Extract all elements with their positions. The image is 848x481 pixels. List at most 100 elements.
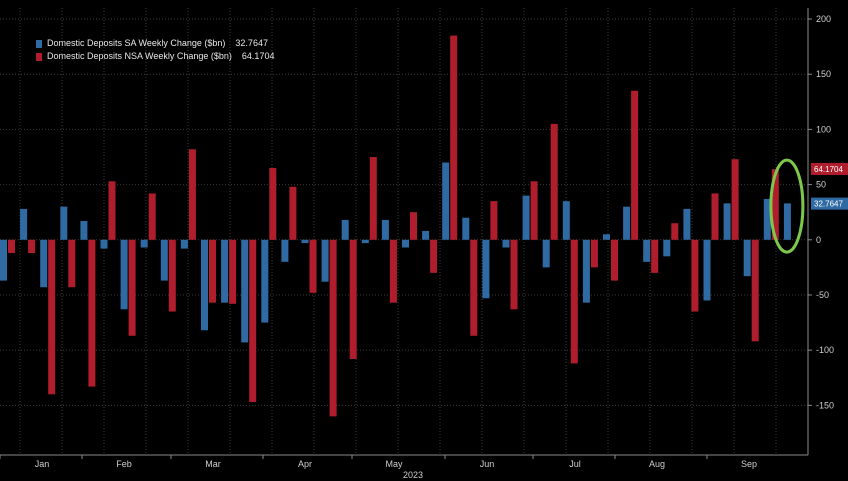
x-tick-label: Apr [298,459,312,469]
bar-sa [0,239,7,281]
bar-nsa [671,223,679,240]
bar-nsa [229,239,237,304]
legend-label-sa: Domestic Deposits SA Weekly Change ($bn) [47,38,226,48]
bar-nsa [168,239,176,312]
bar-sa [703,239,711,301]
bar-sa [783,203,791,240]
flag-sa-box [811,197,848,210]
bar-sa [361,239,369,244]
grid-layer [0,8,808,455]
x-tick-label: Aug [649,459,665,469]
legend-swatch-nsa [36,52,42,61]
x-tick-label: Jun [480,459,495,469]
bar-nsa [771,169,779,240]
bar-sa [663,239,671,257]
bar-sa [341,219,349,240]
bar-nsa [631,90,639,240]
bar-nsa [490,201,498,240]
bar-nsa [389,239,397,303]
bar-nsa [68,239,76,288]
bar-nsa [349,239,357,359]
y-tick-label: 0 [816,235,821,245]
bar-nsa [249,239,257,403]
bar-nsa [711,193,719,240]
bar-sa [763,198,771,240]
bar-sa [502,239,510,248]
bar-sa [743,239,751,277]
x-axis: Jan Feb Mar Apr May Jun Jul Aug Sep 2023 [0,454,808,480]
flag-nsa-label: 64.1704 [814,165,843,174]
bar-nsa [651,239,659,273]
bar-nsa [510,239,518,310]
bar-sa [522,195,530,240]
bar-sa [482,239,490,299]
bar-nsa [329,239,337,417]
bar-sa [261,239,269,323]
bar-nsa [289,186,297,240]
y-tick-label: -50 [816,290,829,300]
y-axis: 200 150 100 50 0 -50 -100 -150 [807,8,834,455]
bar-sa [40,239,48,288]
legend: Domestic Deposits SA Weekly Change ($bn)… [36,37,274,63]
legend-value-sa: 32.7647 [235,38,268,48]
bar-sa [80,221,88,240]
y-tick-label: 150 [816,69,831,79]
bar-sa [241,239,249,343]
bar-nsa [611,239,618,281]
bar-nsa [88,239,96,387]
legend-item-nsa: Domestic Deposits NSA Weekly Change ($bn… [36,50,274,63]
highlight-ellipse [769,158,805,254]
bar-nsa [28,239,36,254]
bar-nsa [128,239,136,336]
bar-nsa [108,181,116,240]
bar-nsa [48,239,56,395]
bar-sa [120,239,128,310]
bar-sa [683,208,691,240]
bar-nsa [450,35,458,240]
bar-sa [462,217,470,240]
flag-nsa-box [811,162,848,175]
bar-nsa [590,239,598,268]
legend-value-nsa: 64.1704 [241,51,275,61]
bar-nsa [410,212,417,240]
bar-sa [160,239,168,281]
bar-nsa [430,239,438,273]
bar-nsa [148,193,156,240]
bar-nsa [470,239,478,336]
bar-nsa [8,239,15,254]
bar-sa [623,206,631,240]
legend-label-nsa: Domestic Deposits NSA Weekly Change ($bn… [47,51,232,61]
x-tick-label: Jan [35,459,50,469]
x-tick-label: Sep [741,459,757,469]
bar-nsa [188,149,196,240]
bar-sa [402,239,409,248]
bar-sa [301,239,309,244]
bar-nsa [209,239,216,303]
x-axis-label: 2023 [403,470,423,480]
bar-sa [140,239,148,248]
bar-sa [381,219,389,240]
bar-nsa [550,123,558,240]
bar-nsa [530,181,538,240]
bar-nsa [751,239,759,342]
bar-nsa [570,239,578,364]
bar-sa [321,239,329,282]
bar-sa [221,239,229,303]
x-tick-label: Feb [116,459,132,469]
bar-sa [422,230,430,240]
bar-sa [20,208,28,240]
bar-nsa [369,157,377,240]
bar-nsa [269,168,277,240]
bar-sa [603,234,610,240]
x-tick-label: Jul [569,459,581,469]
bar-sa [180,239,188,249]
bar-sa [281,239,289,262]
bar-sa [442,162,450,240]
legend-item-sa: Domestic Deposits SA Weekly Change ($bn)… [36,37,274,50]
flag-sa-label: 32.7647 [814,200,843,209]
bar-sa [542,239,550,268]
bar-sa [60,206,68,240]
bar-sa [100,239,108,249]
